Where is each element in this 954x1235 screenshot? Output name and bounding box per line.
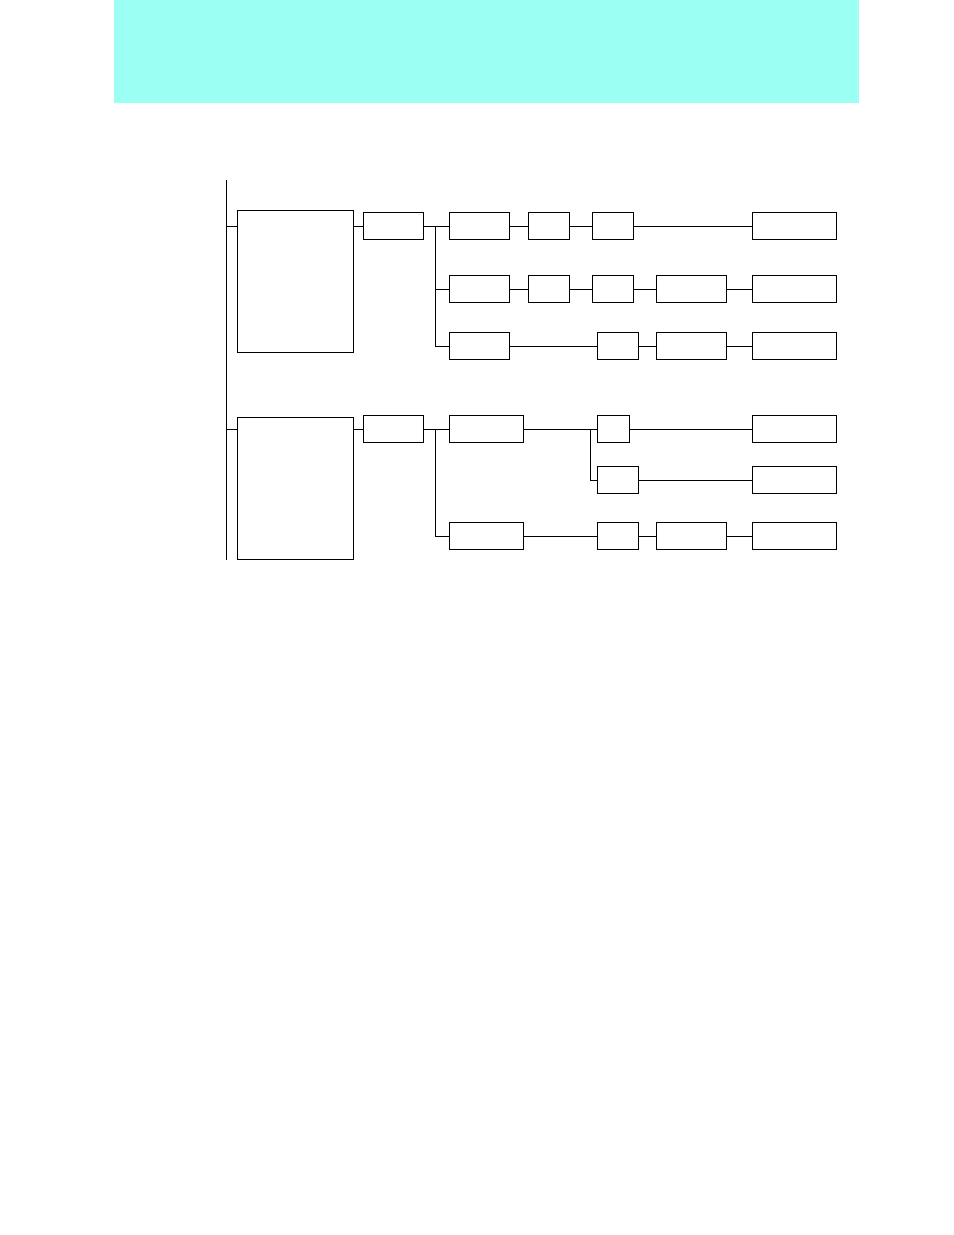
a-row-1-lead-0 xyxy=(354,226,363,227)
a-row-1-link-0 xyxy=(424,226,449,227)
a-row-1-link-1 xyxy=(510,226,528,227)
a-row-1-link-3 xyxy=(634,226,752,227)
a-row-2-link-1 xyxy=(570,289,592,290)
a-row-3-node-1 xyxy=(597,332,639,360)
a-row-3-node-3 xyxy=(752,332,837,360)
b-row-1b-node-1 xyxy=(752,466,837,494)
trunk xyxy=(226,180,227,560)
a-row-2-link-2 xyxy=(634,289,656,290)
b-row-1-substem xyxy=(590,429,591,480)
b-row-1-node-2 xyxy=(597,415,630,443)
group-b-attach xyxy=(226,429,237,430)
b-row-1-link-2 xyxy=(630,429,752,430)
a-row-1-node-2 xyxy=(528,212,570,240)
b-row-1-node-1 xyxy=(449,415,524,443)
a-row-3-node-0 xyxy=(449,332,510,360)
a-row-2-link-3 xyxy=(727,289,752,290)
b-row-1-node-3 xyxy=(752,415,837,443)
a-row-3-node-2 xyxy=(656,332,727,360)
a-row-2-node-3 xyxy=(656,275,727,303)
a-row-1-node-0 xyxy=(363,212,424,240)
group-b-large-box xyxy=(237,417,354,560)
b-row-2-link-0 xyxy=(524,536,597,537)
a-row-3-link-0 xyxy=(510,346,597,347)
a-row-2-node-0 xyxy=(449,275,510,303)
diagram-canvas xyxy=(0,0,954,1235)
b-row-1b-lead-0 xyxy=(590,480,597,481)
b-row-1b-node-0 xyxy=(597,466,639,494)
b-row-1b-link-0 xyxy=(639,480,752,481)
b-row-1-node-0 xyxy=(363,415,424,443)
a-row-1-node-4 xyxy=(752,212,837,240)
group-a-attach xyxy=(226,226,237,227)
a-row-1-link-2 xyxy=(570,226,592,227)
b-row-2-node-1 xyxy=(597,522,639,550)
group-a-large-box xyxy=(237,210,354,353)
b-row-2-lead-0 xyxy=(435,536,449,537)
b-row-2-node-0 xyxy=(449,522,524,550)
a-row-2-node-1 xyxy=(528,275,570,303)
a-row-2-node-4 xyxy=(752,275,837,303)
a-row-2-node-2 xyxy=(592,275,634,303)
group-a-stem xyxy=(435,226,436,346)
b-row-1-link-0 xyxy=(424,429,449,430)
b-row-2-node-2 xyxy=(656,522,727,550)
a-row-2-lead-0 xyxy=(435,289,449,290)
b-row-1-link-1 xyxy=(524,429,597,430)
a-row-2-link-0 xyxy=(510,289,528,290)
a-row-3-lead-0 xyxy=(435,346,449,347)
group-b-stem xyxy=(435,429,436,536)
b-row-2-link-1 xyxy=(639,536,656,537)
a-row-3-link-2 xyxy=(727,346,752,347)
b-row-2-link-2 xyxy=(727,536,752,537)
b-row-2-node-3 xyxy=(752,522,837,550)
b-row-1-lead-0 xyxy=(354,429,363,430)
a-row-1-node-1 xyxy=(449,212,510,240)
a-row-3-link-1 xyxy=(639,346,656,347)
title-banner xyxy=(114,0,859,103)
a-row-1-node-3 xyxy=(592,212,634,240)
